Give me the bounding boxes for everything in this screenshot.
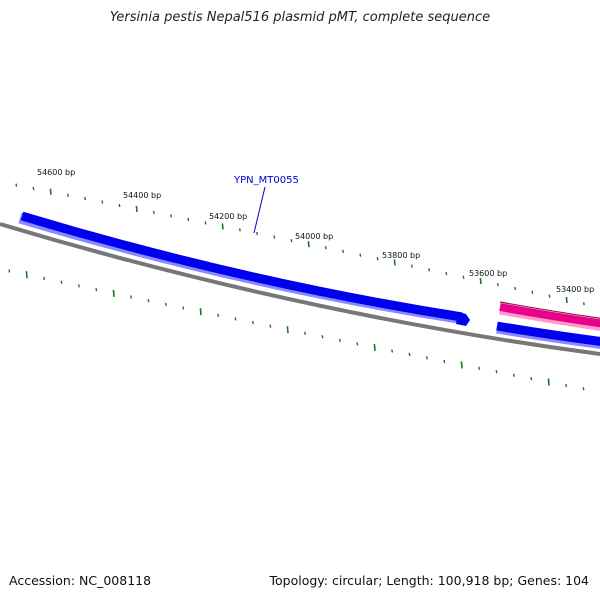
inner-minor-tick bbox=[408, 352, 411, 357]
inner-minor-tick bbox=[217, 313, 220, 317]
outer-minor-tick bbox=[342, 249, 345, 254]
outer-minor-tick bbox=[118, 203, 121, 208]
scale-label: 54600 bp bbox=[37, 168, 75, 177]
inner-major-tick bbox=[460, 361, 463, 369]
inner-major-tick bbox=[286, 326, 289, 334]
outer-minor-tick bbox=[32, 186, 35, 191]
outer-minor-tick bbox=[152, 210, 155, 215]
inner-minor-tick bbox=[43, 276, 46, 281]
inner-minor-tick bbox=[147, 299, 150, 303]
outer-minor-tick bbox=[101, 200, 104, 204]
inner-minor-tick bbox=[582, 387, 585, 391]
outer-minor-tick bbox=[256, 231, 259, 236]
inner-minor-tick bbox=[338, 338, 341, 343]
scale-label: 53800 bp bbox=[382, 251, 420, 260]
inner-minor-tick bbox=[443, 359, 446, 364]
gene-label-ypn-mt0055[interactable]: YPN_MT0055 bbox=[233, 175, 299, 186]
inner-minor-tick bbox=[77, 284, 80, 288]
genome-summary-text: Topology: circular; Length: 100,918 bp; … bbox=[269, 573, 590, 588]
outer-minor-tick bbox=[445, 271, 448, 276]
inner-minor-tick bbox=[269, 324, 272, 328]
gene-arrow-ypn-mt0055-body bbox=[20, 211, 463, 322]
inner-minor-tick bbox=[182, 306, 185, 310]
inner-minor-tick bbox=[251, 320, 254, 325]
scale-label: 54000 bp bbox=[295, 232, 333, 241]
outer-major-tick bbox=[135, 205, 138, 212]
outer-minor-tick bbox=[187, 217, 190, 222]
outer-minor-tick bbox=[273, 235, 276, 239]
inner-minor-tick bbox=[304, 331, 307, 335]
outer-minor-tick bbox=[531, 290, 534, 294]
inner-minor-tick bbox=[391, 349, 394, 353]
inner-minor-tick bbox=[425, 356, 428, 360]
outer-minor-tick bbox=[170, 214, 173, 218]
map-title: Yersinia pestis Nepal516 plasmid pMT, co… bbox=[109, 10, 491, 25]
outer-minor-tick bbox=[496, 283, 499, 287]
inner-minor-tick bbox=[164, 302, 167, 307]
outer-minor-tick bbox=[66, 193, 69, 197]
outer-major-tick bbox=[393, 259, 396, 266]
gene-arrow-head bbox=[456, 312, 470, 326]
scale-label: 53400 bp bbox=[556, 285, 594, 294]
inner-major-tick bbox=[199, 308, 202, 316]
outer-minor-tick bbox=[582, 302, 585, 306]
outer-minor-tick bbox=[514, 286, 517, 291]
inner-major-tick bbox=[547, 378, 550, 386]
outer-major-tick bbox=[49, 188, 52, 195]
inner-minor-tick bbox=[356, 342, 359, 346]
inner-minor-tick bbox=[321, 335, 324, 339]
outer-tick-track bbox=[15, 183, 585, 306]
inner-minor-tick bbox=[478, 366, 481, 370]
gene-label-leader bbox=[253, 186, 266, 234]
inner-major-tick bbox=[112, 289, 115, 297]
scale-label: 54200 bp bbox=[209, 212, 247, 221]
inner-minor-tick bbox=[530, 376, 533, 381]
inner-major-tick bbox=[25, 271, 28, 279]
outer-minor-tick bbox=[204, 221, 207, 225]
reverse-gene-arrow-body bbox=[499, 303, 600, 328]
inner-minor-tick bbox=[130, 295, 133, 299]
inner-minor-tick bbox=[565, 383, 568, 388]
outer-minor-tick bbox=[324, 246, 327, 250]
inner-minor-tick bbox=[60, 280, 63, 284]
scale-labels: 54600 bp 54400 bp 54200 bp 54000 bp 53800 bp… bbox=[37, 168, 594, 294]
outer-minor-tick bbox=[428, 268, 431, 272]
outer-minor-tick bbox=[15, 183, 18, 187]
inner-minor-tick bbox=[95, 287, 98, 292]
outer-major-tick bbox=[307, 241, 310, 248]
outer-minor-tick bbox=[290, 238, 293, 243]
outer-minor-tick bbox=[548, 294, 551, 298]
outer-minor-tick bbox=[359, 253, 362, 257]
inner-minor-tick bbox=[495, 370, 498, 374]
outer-minor-tick bbox=[410, 264, 413, 268]
outer-minor-tick bbox=[84, 196, 87, 201]
inner-minor-tick bbox=[512, 373, 515, 377]
scale-label: 54400 bp bbox=[123, 191, 161, 200]
outer-minor-tick bbox=[238, 228, 241, 232]
outer-major-tick bbox=[221, 223, 224, 230]
outer-minor-tick bbox=[462, 275, 465, 279]
inner-minor-tick bbox=[8, 269, 11, 273]
scale-label: 53600 bp bbox=[469, 269, 507, 278]
reverse-gene-edge bbox=[499, 301, 600, 319]
outer-major-tick bbox=[565, 296, 568, 303]
inner-minor-tick bbox=[234, 317, 237, 321]
outer-major-tick bbox=[479, 277, 482, 285]
inner-tick-track bbox=[8, 269, 585, 391]
sequence-backbone bbox=[0, 222, 600, 356]
inner-major-tick bbox=[373, 343, 376, 351]
accession-text: Accession: NC_008118 bbox=[9, 573, 152, 588]
outer-minor-tick bbox=[376, 257, 379, 261]
gene-arrow-right-body bbox=[496, 321, 600, 346]
